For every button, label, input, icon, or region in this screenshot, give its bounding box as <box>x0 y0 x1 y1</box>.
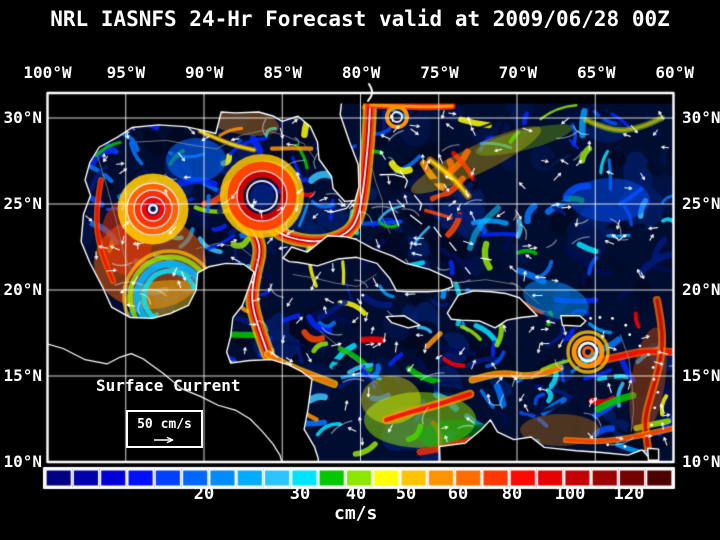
longitude-tick-label: 95°W <box>106 63 146 82</box>
latitude-tick-label: 15°N <box>682 366 720 385</box>
reference-vector-box: 50 cm/s <box>126 410 203 448</box>
reference-vector-arrow-icon <box>153 436 173 444</box>
longitude-tick-label: 85°W <box>263 63 302 82</box>
colorbar-tick-label: 100 <box>554 484 586 504</box>
colorbar-tick-label: 40 <box>345 484 367 504</box>
colorbar-tick-label: 120 <box>613 484 645 504</box>
longitude-tick-label: 100°W <box>23 63 72 82</box>
colorbar-tick-label: 80 <box>501 484 523 504</box>
colorbar-tick-label: 20 <box>193 484 215 504</box>
latitude-tick-label: 25°N <box>682 194 720 213</box>
colorbar-tick-label: 50 <box>395 484 417 504</box>
colorbar-tick-label: 30 <box>289 484 311 504</box>
longitude-tick-label: 75°W <box>420 63 459 82</box>
colorbar-tick-label: 60 <box>447 484 469 504</box>
longitude-tick-label: 90°W <box>185 63 224 82</box>
latitude-tick-label: 25°N <box>3 194 42 213</box>
longitude-tick-label: 80°W <box>341 63 381 82</box>
latitude-tick-label: 15°N <box>3 366 42 385</box>
figure-title: NRL IASNFS 24-Hr Forecast valid at 2009/… <box>50 7 670 31</box>
latitude-tick-label: 20°N <box>682 280 720 299</box>
reference-vector-label: 50 cm/s <box>137 417 192 432</box>
longitude-tick-label: 65°W <box>577 63 616 82</box>
latitude-tick-label: 10°N <box>682 452 720 471</box>
longitude-tick-label: 60°W <box>655 63 694 82</box>
legend-title: Surface Current <box>96 376 241 395</box>
longitude-tick-label: 70°W <box>498 63 538 82</box>
latitude-tick-label: 20°N <box>3 280 42 299</box>
latitude-tick-label: 30°N <box>682 108 720 127</box>
colorbar-unit-label: cm/s <box>334 503 378 524</box>
latitude-tick-label: 10°N <box>3 452 42 471</box>
latitude-tick-label: 30°N <box>3 108 42 127</box>
